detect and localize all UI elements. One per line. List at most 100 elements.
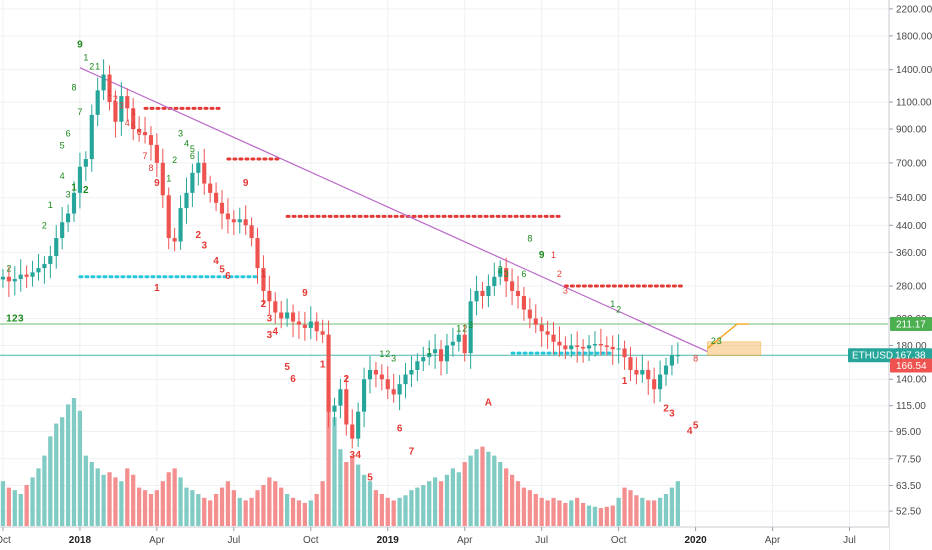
setup-count-label: 5 (367, 472, 373, 483)
setup-count-label: 4 (355, 450, 361, 461)
candle-body (95, 90, 100, 115)
x-tick-label: Oct (303, 535, 319, 546)
setup-count-label: 4 (60, 171, 65, 181)
volume-bar (450, 468, 456, 526)
volume-bar (527, 490, 532, 526)
candle-body (24, 274, 29, 277)
setup-count-label: 5 (284, 362, 290, 373)
y-tick-label: 1400.00 (896, 65, 932, 76)
x-tick-label: Oct (0, 535, 11, 546)
candle-body (492, 276, 497, 287)
volume-bar (539, 497, 544, 526)
volume-bar (634, 495, 639, 526)
candle-body (119, 96, 124, 122)
y-tick-label: 900.00 (896, 125, 927, 136)
candle-body (527, 309, 532, 319)
setup-count-label: 1 (379, 349, 384, 359)
setup-count-label: 1 (48, 200, 53, 210)
setup-count-label: 3 (66, 190, 71, 200)
setup-count-label: 1 (610, 299, 615, 309)
volume-bar (598, 508, 604, 526)
y-axis[interactable]: 52.50 63.50 77.50 95.00 115.00 140.00 180.00 22… (888, 0, 932, 550)
volume-bar (356, 464, 361, 526)
setup-count-label: 2 (616, 304, 621, 314)
candle-body (308, 321, 313, 328)
volume-bar (243, 500, 248, 526)
volume-bar (190, 490, 195, 526)
volume-bar (95, 468, 100, 526)
candle-body (42, 263, 47, 269)
candle-body (83, 159, 88, 167)
volume-bar (273, 481, 278, 526)
candle-body (142, 132, 148, 136)
volume-bar (314, 494, 319, 526)
setup-count-label: 6 (521, 269, 526, 279)
candle-body (356, 411, 361, 439)
setup-count-label: 6 (66, 129, 71, 139)
candle-body (273, 301, 278, 313)
setup-count-label: A (485, 398, 492, 409)
volume-bar (498, 462, 503, 526)
setup-count-label: 2 (83, 185, 89, 196)
volume-bar (166, 472, 171, 526)
candle-body (373, 369, 378, 375)
volume-bar (284, 494, 290, 526)
volume-bar (646, 500, 651, 526)
candle-body (36, 268, 41, 273)
setup-count-label: 5 (131, 121, 136, 131)
volume-bar (18, 494, 23, 526)
y-tick-label: 280.00 (896, 282, 927, 293)
setup-count-label: 4 (687, 426, 693, 437)
volume-bar (101, 474, 106, 526)
volume-bar (196, 494, 201, 526)
symbol-label: ETHUSD (852, 351, 893, 362)
x-axis[interactable]: Oct 2018 Apr Jul Oct 2019 Apr Jul Oct 2020 Apr Jul (0, 526, 889, 550)
volume-bar (427, 481, 432, 526)
volume-bar (462, 462, 467, 526)
candle-body (362, 379, 367, 412)
volume-bar (326, 398, 331, 526)
candle-body (255, 238, 260, 269)
volume-bar (675, 481, 680, 526)
setup-count-label: 3 (18, 314, 24, 325)
candle-body (391, 389, 396, 395)
candle-body (462, 334, 467, 354)
setup-count-label: 6 (225, 271, 231, 282)
symbol-price: 167.38 (895, 351, 926, 362)
candle-body (48, 256, 53, 264)
candle-body (60, 222, 65, 239)
y-tick-label: 360.00 (896, 248, 927, 259)
volume-bar (267, 477, 272, 526)
setup-count-label: 3 (201, 241, 207, 252)
candle-body (113, 102, 118, 122)
volume-bar (367, 481, 373, 526)
candle-body (385, 379, 390, 390)
candle-body (598, 343, 603, 346)
volume-bar (403, 495, 408, 526)
candle-body (610, 346, 615, 350)
y-tick-label: 77.50 (896, 454, 921, 465)
setup-count-label: 6 (137, 127, 142, 137)
candle-body (663, 365, 669, 375)
volume-bar (42, 455, 47, 526)
volume-bar (492, 455, 497, 526)
volume-bar (545, 500, 550, 526)
volume-bar (154, 490, 160, 526)
candle-body (302, 324, 307, 328)
candle-body (545, 331, 550, 335)
candle-body (480, 290, 485, 297)
volume-bar (296, 500, 302, 526)
y-tick-label: 540.00 (896, 193, 927, 204)
x-tick-label: Apr (149, 535, 165, 546)
y-tick-label: 1100.00 (896, 98, 932, 109)
volume-bar (640, 497, 645, 526)
volume-bar (89, 462, 94, 526)
setup-count-label: 1 (427, 347, 432, 357)
x-tick-label: 2019 (377, 535, 400, 546)
candle-body (367, 369, 373, 380)
volume-bar (350, 455, 355, 526)
candle-body (326, 334, 331, 412)
